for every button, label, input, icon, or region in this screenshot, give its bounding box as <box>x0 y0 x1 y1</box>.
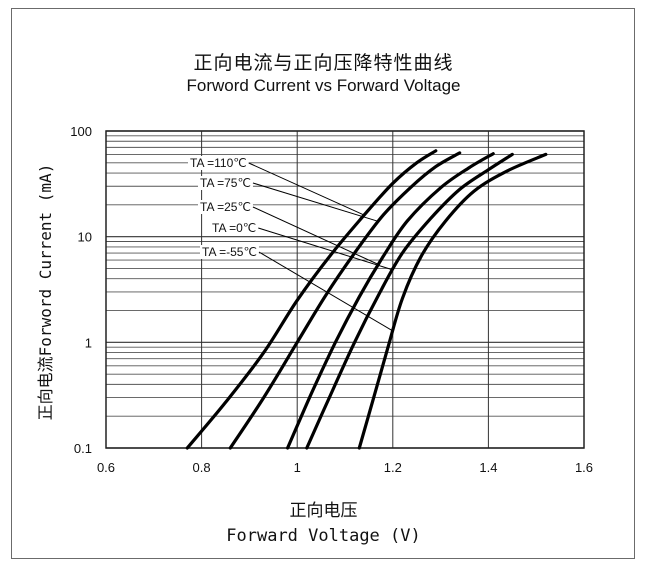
series-label: TA =25℃ <box>200 200 251 214</box>
series-label: TA =-55℃ <box>202 245 257 259</box>
series-line <box>357 152 548 450</box>
series-label-bg <box>210 221 259 235</box>
x-tick-label: 1 <box>294 460 301 475</box>
series-line <box>305 152 514 450</box>
series-label: TA =75℃ <box>200 176 251 190</box>
x-axis-label: Forward Voltage (V) <box>226 526 421 546</box>
y-tick-label: 0.1 <box>74 441 92 456</box>
series-line <box>228 151 462 450</box>
series-label: TA =0℃ <box>212 221 256 235</box>
x-tick-label: 0.8 <box>193 460 211 475</box>
series-label-bg <box>200 245 259 259</box>
chart-title: 正向电流与正向压降特性曲线 <box>193 52 454 74</box>
x-tick-label: 1.2 <box>384 460 402 475</box>
series-label-bg <box>188 156 249 170</box>
series-line <box>286 152 495 450</box>
series-label-bg <box>198 176 253 190</box>
y-tick-label: 1 <box>85 335 92 350</box>
x-tick-label: 1.4 <box>479 460 497 475</box>
series-label: TA =110℃ <box>190 156 247 170</box>
leader-line <box>258 251 394 332</box>
x-axis-label-cn: 正向电压 <box>289 501 358 521</box>
leader-line <box>258 227 393 271</box>
leader-line <box>252 182 379 222</box>
y-tick-label: 100 <box>70 124 92 139</box>
series-label-bg <box>198 200 253 214</box>
chart-frame <box>11 8 635 559</box>
x-tick-label: 0.6 <box>97 460 115 475</box>
plot-border <box>105 130 585 449</box>
leader-line <box>252 206 379 265</box>
y-tick-label: 10 <box>78 230 92 245</box>
leader-line <box>248 162 365 216</box>
series-line <box>185 149 438 450</box>
chart-subtitle: Forword Current vs Forward Voltage <box>186 76 461 95</box>
x-tick-label: 1.6 <box>575 460 593 475</box>
